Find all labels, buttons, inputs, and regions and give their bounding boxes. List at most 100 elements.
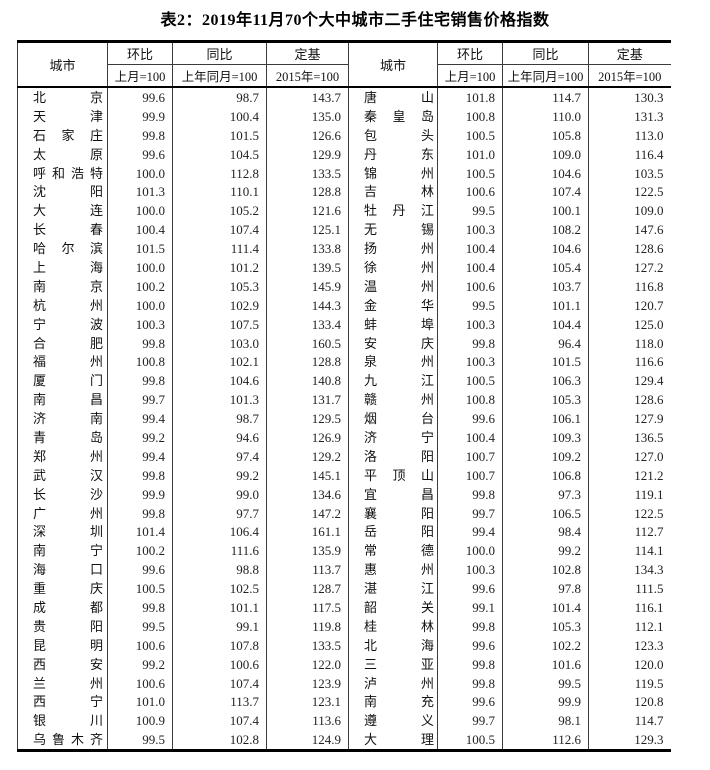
yoy-value-cell: 101.5: [172, 125, 267, 145]
yoy-value-cell: 114.7: [502, 87, 589, 107]
yoy-value-cell: 106.4: [172, 522, 267, 542]
table-row: 福州 100.8 102.1 128.8 泉州 100.3 101.5 116.6: [17, 352, 671, 372]
yoy-value-cell: 101.4: [502, 598, 589, 617]
fixed-base-value-cell: 161.1: [266, 522, 349, 542]
yoy-value-cell: 98.8: [172, 560, 267, 580]
table-row: 海口 99.6 98.8 113.7 惠州 100.3 102.8 134.3: [17, 560, 671, 580]
city-cell: 南充: [348, 692, 438, 712]
city-cell: 温州: [348, 276, 438, 296]
mom-value-cell: 99.4: [107, 446, 173, 466]
yoy-value-cell: 102.9: [172, 295, 267, 315]
mom-value-cell: 100.3: [107, 314, 173, 334]
mom-value-cell: 100.5: [437, 730, 503, 751]
city-cell: 郑州: [17, 446, 108, 466]
city-cell: 烟台: [348, 409, 438, 429]
yoy-value-cell: 97.3: [502, 484, 589, 504]
mom-value-cell: 99.4: [437, 522, 503, 542]
header-yoy-right: 同比: [502, 41, 589, 65]
city-cell: 昆明: [17, 635, 108, 655]
city-name: 天津: [33, 108, 103, 124]
mom-value-cell: 99.6: [437, 635, 503, 655]
city-cell: 赣州: [348, 390, 438, 410]
city-name: 唐山: [364, 89, 434, 105]
header-yoy-base-right: 上年同月=100: [502, 64, 589, 88]
city-cell: 西宁: [17, 692, 108, 712]
city-cell: 石家庄: [17, 125, 108, 145]
city-name: 沈阳: [33, 184, 103, 200]
yoy-value-cell: 102.2: [502, 635, 589, 655]
table-row: 沈阳 101.3 110.1 128.8 吉林 100.6 107.4 122.5: [17, 182, 671, 202]
city-name: 南昌: [33, 392, 103, 408]
header-city-right: 城市: [348, 41, 438, 88]
mom-value-cell: 100.4: [107, 220, 173, 240]
yoy-value-cell: 105.8: [502, 125, 589, 145]
city-name: 昆明: [33, 637, 103, 653]
mom-value-cell: 100.8: [437, 106, 503, 126]
city-cell: 锦州: [348, 163, 438, 183]
yoy-value-cell: 109.2: [502, 446, 589, 466]
city-cell: 宜昌: [348, 484, 438, 504]
mom-value-cell: 99.7: [107, 390, 173, 410]
yoy-value-cell: 111.6: [172, 541, 267, 561]
city-cell: 三亚: [348, 654, 438, 674]
yoy-value-cell: 112.8: [172, 163, 267, 183]
city-cell: 北海: [348, 635, 438, 655]
price-index-table: 城市 环比 同比 定基 城市 环比 同比 定基 上月=100 上年同月=100 …: [17, 40, 671, 753]
header-fixedbase-base-right: 2015年=100: [588, 64, 671, 88]
city-cell: 泸州: [348, 673, 438, 693]
header-row-bases: 上月=100 上年同月=100 2015年=100 上月=100 上年同月=10…: [18, 64, 671, 88]
fixed-base-value-cell: 122.0: [266, 654, 349, 674]
yoy-value-cell: 105.4: [502, 258, 589, 277]
header-row-groups: 城市 环比 同比 定基 城市 环比 同比 定基: [17, 41, 671, 88]
city-cell: 牡丹江: [348, 201, 438, 221]
table-row: 郑州 99.4 97.4 129.2 洛阳 100.7 109.2 127.0: [17, 446, 671, 466]
fixed-base-value-cell: 123.3: [588, 635, 671, 655]
fixed-base-value-cell: 123.9: [266, 673, 349, 693]
city-cell: 兰州: [17, 673, 108, 693]
mom-value-cell: 99.8: [437, 616, 503, 636]
fixed-base-value-cell: 113.7: [266, 560, 349, 580]
yoy-value-cell: 97.4: [172, 446, 267, 466]
mom-value-cell: 101.3: [107, 182, 173, 202]
city-cell: 重庆: [17, 579, 108, 599]
mom-value-cell: 100.0: [107, 163, 173, 183]
city-name: 兰州: [33, 675, 103, 691]
fixed-base-value-cell: 122.5: [588, 503, 671, 523]
city-name: 常德: [364, 543, 434, 559]
fixed-base-value-cell: 129.9: [266, 144, 349, 164]
yoy-value-cell: 101.1: [172, 598, 267, 617]
table-row: 宁波 100.3 107.5 133.4 蚌埠 100.3 104.4 125.0: [17, 314, 671, 334]
yoy-value-cell: 101.1: [502, 295, 589, 315]
yoy-value-cell: 100.4: [172, 106, 267, 126]
city-cell: 北京: [17, 87, 108, 107]
mom-value-cell: 100.2: [107, 276, 173, 296]
yoy-value-cell: 107.4: [172, 711, 267, 731]
city-cell: 长春: [17, 220, 108, 240]
city-cell: 惠州: [348, 560, 438, 580]
city-name: 扬州: [364, 241, 434, 257]
city-cell: 洛阳: [348, 446, 438, 466]
city-name: 深圳: [33, 524, 103, 540]
table-row: 呼和浩特 100.0 112.8 133.5 锦州 100.5 104.6 103.5: [17, 163, 671, 183]
city-cell: 常德: [348, 541, 438, 561]
fixed-base-value-cell: 120.7: [588, 295, 671, 315]
city-name: 吉林: [364, 184, 434, 200]
city-cell: 南京: [17, 276, 108, 296]
mom-value-cell: 100.2: [107, 541, 173, 561]
city-cell: 安庆: [348, 333, 438, 353]
city-cell: 扬州: [348, 239, 438, 259]
mom-value-cell: 99.9: [107, 484, 173, 504]
table-row: 南京 100.2 105.3 145.9 温州 100.6 103.7 116.8: [17, 276, 671, 296]
city-name: 泉州: [364, 354, 434, 370]
fixed-base-value-cell: 131.3: [588, 106, 671, 126]
city-name: 成都: [33, 599, 103, 615]
fixed-base-value-cell: 134.3: [588, 560, 671, 580]
table-row: 乌鲁木齐 99.5 102.8 124.9 大理 100.5 112.6 129.3: [17, 730, 671, 751]
yoy-value-cell: 102.5: [172, 579, 267, 599]
city-cell: 桂林: [348, 616, 438, 636]
city-name: 哈尔滨: [33, 241, 103, 257]
table-row: 北京 99.6 98.7 143.7 唐山 101.8 114.7 130.3: [17, 87, 671, 107]
mom-value-cell: 100.3: [437, 220, 503, 240]
yoy-value-cell: 106.5: [502, 503, 589, 523]
mom-value-cell: 101.8: [437, 87, 503, 107]
